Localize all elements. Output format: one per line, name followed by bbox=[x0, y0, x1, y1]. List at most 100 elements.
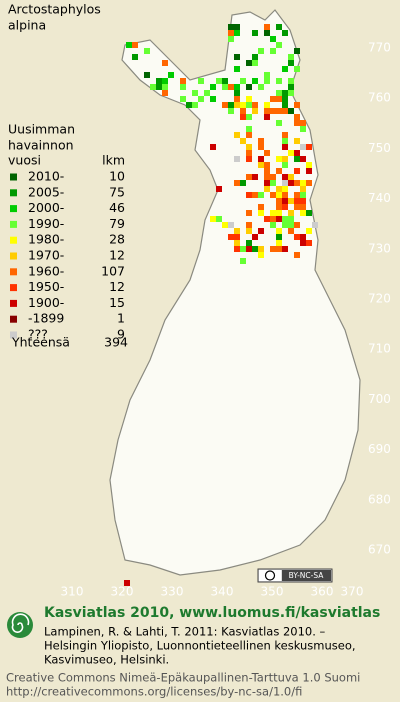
observation bbox=[240, 114, 246, 120]
observation bbox=[294, 180, 300, 186]
observation bbox=[258, 228, 264, 234]
observation bbox=[276, 96, 282, 102]
observation bbox=[228, 24, 234, 30]
legend: 2010- 10 2005- 75 2000- 46 1990- 79 1980- 28 1970-… bbox=[10, 169, 125, 342]
observation bbox=[222, 78, 228, 84]
observation bbox=[162, 60, 168, 66]
legend-label: 2005- bbox=[28, 184, 64, 199]
legend-count: 12 bbox=[109, 279, 125, 294]
grid-label: 760 bbox=[368, 91, 391, 105]
observation bbox=[180, 78, 186, 84]
observation bbox=[228, 234, 234, 240]
observation bbox=[222, 84, 228, 90]
legend-count: 12 bbox=[109, 248, 125, 263]
observation bbox=[180, 96, 186, 102]
total-count: 394 bbox=[104, 335, 128, 350]
observation bbox=[276, 78, 282, 84]
observation bbox=[276, 228, 282, 234]
observation bbox=[282, 198, 288, 204]
observation bbox=[288, 54, 294, 60]
observation bbox=[276, 42, 282, 48]
observation bbox=[246, 240, 252, 246]
observation bbox=[288, 216, 294, 222]
observation bbox=[270, 180, 276, 186]
observation bbox=[294, 192, 300, 198]
observation bbox=[294, 222, 300, 228]
observation bbox=[282, 186, 288, 192]
observation bbox=[264, 162, 270, 168]
observation bbox=[300, 180, 306, 186]
observation bbox=[246, 222, 252, 228]
observation bbox=[288, 90, 294, 96]
observation bbox=[288, 180, 294, 186]
legend-count: 15 bbox=[109, 295, 125, 310]
observation bbox=[234, 234, 240, 240]
observation bbox=[192, 102, 198, 108]
observation bbox=[222, 102, 228, 108]
observation bbox=[252, 108, 258, 114]
observation bbox=[270, 108, 276, 114]
observation bbox=[270, 246, 276, 252]
legend-count: 9 bbox=[117, 327, 125, 342]
observation bbox=[270, 36, 276, 42]
observation bbox=[210, 84, 216, 90]
legend-count: 79 bbox=[109, 216, 125, 231]
observation bbox=[258, 144, 264, 150]
legend-label: 1950- bbox=[28, 279, 64, 294]
observation bbox=[240, 246, 246, 252]
legend-label: 1960- bbox=[28, 263, 64, 278]
observation bbox=[276, 108, 282, 114]
observation bbox=[276, 240, 282, 246]
observation bbox=[234, 30, 240, 36]
observation bbox=[300, 156, 306, 162]
grid-label: 750 bbox=[368, 141, 391, 155]
legend-label: 2010- bbox=[28, 169, 64, 184]
observation bbox=[246, 192, 252, 198]
observation bbox=[258, 48, 264, 54]
observation bbox=[264, 78, 270, 84]
observation bbox=[156, 84, 162, 90]
observation bbox=[300, 120, 306, 126]
observation bbox=[240, 138, 246, 144]
grid-label: 360 bbox=[311, 585, 334, 599]
grid-label: 700 bbox=[368, 392, 391, 406]
observation bbox=[162, 78, 168, 84]
observation bbox=[294, 102, 300, 108]
observation bbox=[234, 228, 240, 234]
citation: Helsingin Yliopisto, Luonnontieteellinen… bbox=[44, 639, 356, 653]
observation bbox=[276, 210, 282, 216]
observation bbox=[270, 222, 276, 228]
observation bbox=[288, 228, 294, 234]
observation bbox=[294, 138, 300, 144]
observation bbox=[192, 90, 198, 96]
observation bbox=[300, 204, 306, 210]
observation bbox=[246, 174, 252, 180]
observation bbox=[240, 102, 246, 108]
legend-label: 1970- bbox=[28, 248, 64, 263]
citation: Lampinen, R. & Lahti, T. 2011: Kasviatla… bbox=[44, 625, 326, 639]
observation bbox=[252, 234, 258, 240]
observation bbox=[300, 186, 306, 192]
legend-label: 1900- bbox=[28, 295, 64, 310]
legend-swatch bbox=[10, 299, 17, 307]
observation bbox=[264, 24, 270, 30]
legend-swatch bbox=[10, 236, 17, 244]
observation bbox=[246, 144, 252, 150]
grid-label: 310 bbox=[61, 585, 84, 599]
observation bbox=[282, 180, 288, 186]
observation bbox=[228, 102, 234, 108]
observation bbox=[124, 580, 130, 586]
observation bbox=[264, 102, 270, 108]
observation bbox=[126, 42, 132, 48]
legend-header: havainnon bbox=[8, 138, 74, 153]
legend-header: Uusimman bbox=[8, 122, 75, 137]
observation bbox=[234, 24, 240, 30]
observation bbox=[132, 54, 138, 60]
observation bbox=[258, 192, 264, 198]
grid-label: 770 bbox=[368, 41, 391, 55]
observation bbox=[234, 180, 240, 186]
observation bbox=[234, 96, 240, 102]
legend-label: 2000- bbox=[28, 200, 64, 215]
observation bbox=[282, 204, 288, 210]
